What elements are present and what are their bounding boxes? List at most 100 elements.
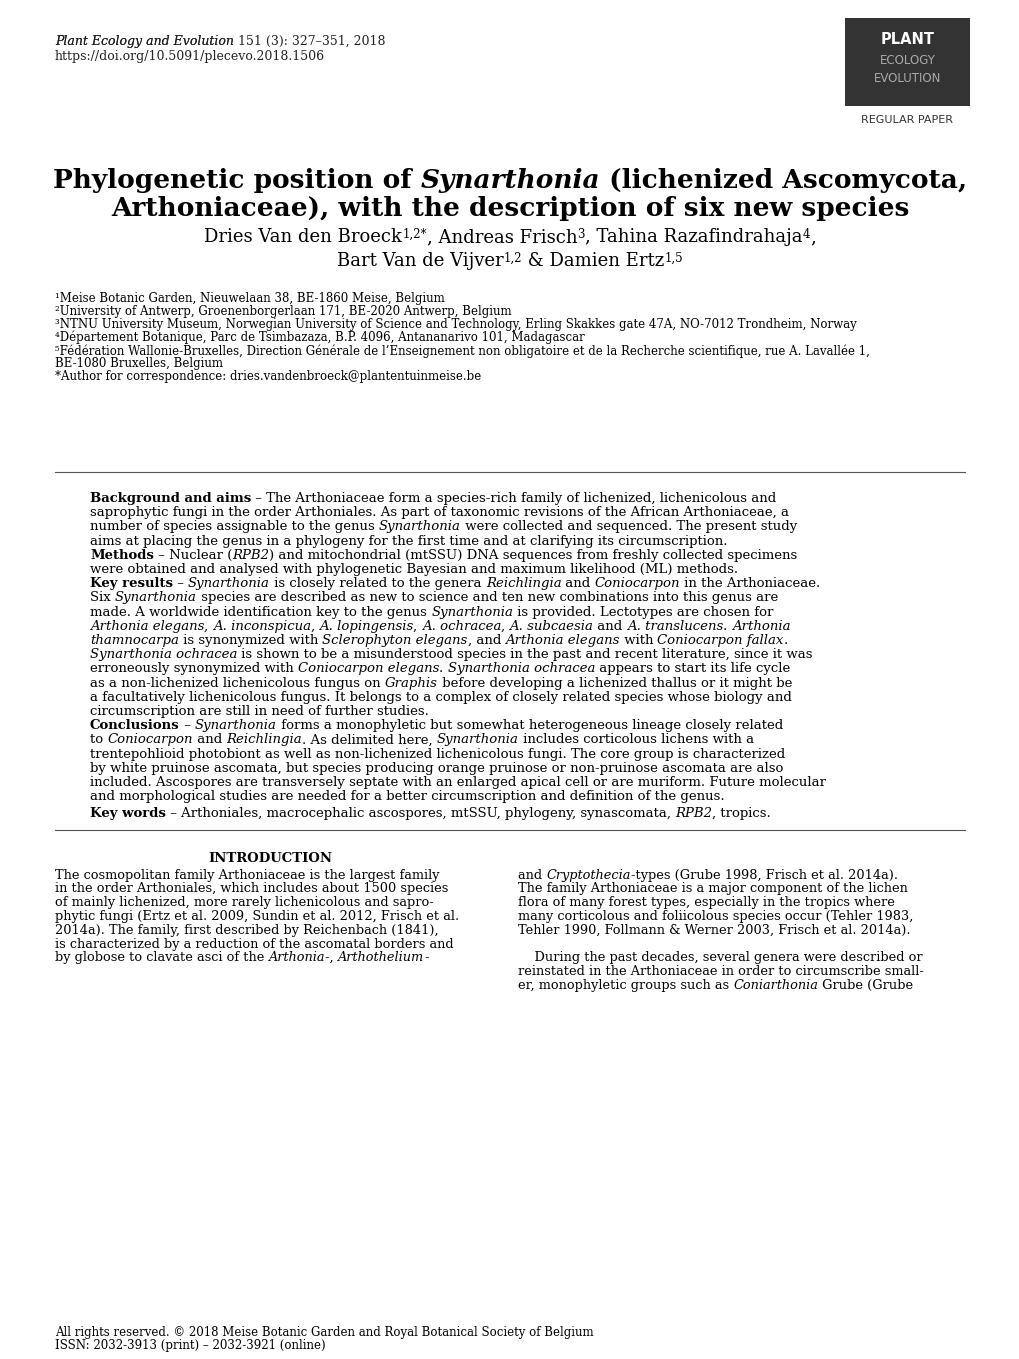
- Text: Arthonia: Arthonia: [268, 951, 325, 965]
- Text: erroneously synonymized with: erroneously synonymized with: [90, 662, 298, 675]
- Text: Reichlingia: Reichlingia: [226, 734, 302, 746]
- Text: Reichlingia: Reichlingia: [485, 578, 560, 590]
- Text: Key results: Key results: [90, 578, 173, 590]
- Text: 151 (3): 327–351, 2018: 151 (3): 327–351, 2018: [233, 35, 385, 48]
- Text: Synarthonia: Synarthonia: [379, 520, 461, 533]
- Text: species are described as new to science and ten new combinations into this genus: species are described as new to science …: [197, 591, 777, 605]
- Text: Arthonia elegans: Arthonia elegans: [504, 635, 620, 647]
- Text: A. inconspicua: A. inconspicua: [213, 620, 311, 633]
- Text: https://doi.org/10.5091/plecevo.2018.1506: https://doi.org/10.5091/plecevo.2018.150…: [55, 50, 325, 63]
- Text: with: with: [620, 635, 657, 647]
- Text: -,: -,: [325, 951, 337, 965]
- Text: RPB2: RPB2: [232, 549, 269, 561]
- Text: Methods: Methods: [90, 549, 154, 561]
- Text: er, monophyletic groups such as: er, monophyletic groups such as: [518, 978, 733, 992]
- Text: Arthoniaceae), with the description of six new species: Arthoniaceae), with the description of s…: [111, 196, 908, 222]
- Text: PLANT: PLANT: [879, 33, 933, 48]
- Text: Arthonia: Arthonia: [731, 620, 790, 633]
- Text: many corticolous and foliicolous species occur (Tehler 1983,: many corticolous and foliicolous species…: [518, 911, 912, 923]
- Text: Synarthonia: Synarthonia: [195, 719, 276, 733]
- Text: saprophytic fungi in the order Arthoniales. As part of taxonomic revisions of th: saprophytic fungi in the order Arthonial…: [90, 506, 789, 519]
- Text: Graphis: Graphis: [384, 677, 437, 689]
- Text: a facultatively lichenicolous fungus. It belongs to a complex of closely related: a facultatively lichenicolous fungus. It…: [90, 690, 791, 704]
- Text: and: and: [593, 620, 627, 633]
- Text: by globose to clavate asci of the: by globose to clavate asci of the: [55, 951, 268, 965]
- Text: as a non-lichenized lichenicolous fungus on: as a non-lichenized lichenicolous fungus…: [90, 677, 384, 689]
- Text: circumscription are still in need of further studies.: circumscription are still in need of fur…: [90, 705, 428, 718]
- Text: ⁴Département Botanique, Parc de Tsimbazaza, B.P. 4096, Antananarivo 101, Madagas: ⁴Département Botanique, Parc de Tsimbaza…: [55, 332, 584, 344]
- Text: Background and aims: Background and aims: [90, 492, 251, 506]
- Text: to: to: [90, 734, 107, 746]
- Text: Synarthonia: Synarthonia: [420, 169, 599, 193]
- Text: Conclusions: Conclusions: [90, 719, 179, 733]
- Text: aims at placing the genus in a phylogeny for the first time and at clarifying it: aims at placing the genus in a phylogeny…: [90, 534, 727, 548]
- Text: .: .: [784, 635, 788, 647]
- Text: 2014a). The family, first described by Reichenbach (1841),: 2014a). The family, first described by R…: [55, 924, 438, 936]
- Text: flora of many forest types, especially in the tropics where: flora of many forest types, especially i…: [518, 896, 894, 909]
- Text: , Andreas Frisch: , Andreas Frisch: [426, 228, 577, 246]
- Text: , and: , and: [468, 635, 504, 647]
- Text: were obtained and analysed with phylogenetic Bayesian and maximum likelihood (ML: were obtained and analysed with phylogen…: [90, 563, 738, 576]
- Text: A. subcaesia: A. subcaesia: [510, 620, 593, 633]
- Text: EVOLUTION: EVOLUTION: [873, 72, 941, 84]
- Text: ECOLOGY: ECOLOGY: [878, 53, 934, 67]
- Text: –: –: [179, 719, 195, 733]
- Text: 1,5: 1,5: [663, 251, 683, 265]
- Text: trentepohlioid photobiont as well as non-lichenized lichenicolous fungi. The cor: trentepohlioid photobiont as well as non…: [90, 747, 785, 761]
- Text: ¹Meise Botanic Garden, Nieuwelaan 38, BE-1860 Meise, Belgium: ¹Meise Botanic Garden, Nieuwelaan 38, BE…: [55, 292, 444, 304]
- Text: ISSN: 2032-3913 (print) – 2032-3921 (online): ISSN: 2032-3913 (print) – 2032-3921 (onl…: [55, 1339, 325, 1352]
- Text: Synarthonia: Synarthonia: [115, 591, 197, 605]
- Text: Dries Van den Broeck: Dries Van den Broeck: [204, 228, 401, 246]
- Text: BE-1080 Bruxelles, Belgium: BE-1080 Bruxelles, Belgium: [55, 357, 223, 370]
- Text: Coniocarpon: Coniocarpon: [594, 578, 680, 590]
- Text: ,: ,: [311, 620, 319, 633]
- Text: ,: ,: [413, 620, 421, 633]
- Text: , Tahina Razafindrahaja: , Tahina Razafindrahaja: [584, 228, 802, 246]
- FancyBboxPatch shape: [844, 18, 969, 106]
- Text: Phylogenetic position of: Phylogenetic position of: [53, 169, 420, 193]
- Text: Cryptothecia: Cryptothecia: [546, 868, 630, 882]
- Text: ) and mitochondrial (mtSSU) DNA sequences from freshly collected specimens: ) and mitochondrial (mtSSU) DNA sequence…: [269, 549, 797, 561]
- Text: before developing a lichenized thallus or it might be: before developing a lichenized thallus o…: [437, 677, 792, 689]
- Text: Coniocarpon fallax: Coniocarpon fallax: [657, 635, 784, 647]
- Text: – Arthoniales, macrocephalic ascospores, mtSSU, phylogeny, synascomata,: – Arthoniales, macrocephalic ascospores,…: [166, 807, 675, 821]
- Text: . As delimited here,: . As delimited here,: [302, 734, 436, 746]
- Text: Coniocarpon elegans: Coniocarpon elegans: [298, 662, 439, 675]
- Text: ³NTNU University Museum, Norwegian University of Science and Technology, Erling : ³NTNU University Museum, Norwegian Unive…: [55, 318, 856, 332]
- Text: Plant Ecology and Evolution: Plant Ecology and Evolution: [55, 35, 233, 48]
- Text: –: –: [173, 578, 187, 590]
- Text: of mainly lichenized, more rarely lichenicolous and sapro-: of mainly lichenized, more rarely lichen…: [55, 896, 433, 909]
- Text: is synonymized with: is synonymized with: [178, 635, 322, 647]
- Text: Grube (Grube: Grube (Grube: [817, 978, 912, 992]
- Text: -types (Grube 1998, Frisch et al. 2014a).: -types (Grube 1998, Frisch et al. 2014a)…: [630, 868, 897, 882]
- Text: A. translucens: A. translucens: [627, 620, 722, 633]
- Text: *Author for correspondence: dries.vandenbroeck@plantentuinmeise.be: *Author for correspondence: dries.vanden…: [55, 370, 481, 383]
- Text: appears to start its life cycle: appears to start its life cycle: [595, 662, 790, 675]
- Text: and: and: [193, 734, 226, 746]
- Text: -: -: [424, 951, 428, 965]
- Text: 1,2: 1,2: [503, 251, 522, 265]
- Text: Arthothelium: Arthothelium: [337, 951, 424, 965]
- Text: ,: ,: [204, 620, 213, 633]
- Text: Coniocarpon: Coniocarpon: [107, 734, 193, 746]
- Text: .: .: [439, 662, 447, 675]
- Text: is closely related to the genera: is closely related to the genera: [270, 578, 485, 590]
- Text: ,: ,: [500, 620, 510, 633]
- Text: Synarthonia: Synarthonia: [187, 578, 270, 590]
- Text: ,: ,: [809, 228, 815, 246]
- Text: REGULAR PAPER: REGULAR PAPER: [861, 116, 953, 125]
- Text: 3: 3: [577, 228, 584, 241]
- Text: A. lopingensis: A. lopingensis: [319, 620, 413, 633]
- Text: – The Arthoniaceae form a species-rich family of lichenized, lichenicolous and: – The Arthoniaceae form a species-rich f…: [251, 492, 775, 506]
- Text: & Damien Ertz: & Damien Ertz: [522, 251, 663, 270]
- Text: ⁵Fédération Wallonie-Bruxelles, Direction Générale de l’Enseignement non obligat: ⁵Fédération Wallonie-Bruxelles, Directio…: [55, 344, 869, 357]
- Text: Coniarthonia: Coniarthonia: [733, 978, 817, 992]
- Text: 1,2*: 1,2*: [401, 228, 426, 241]
- Text: Sclerophyton elegans: Sclerophyton elegans: [322, 635, 468, 647]
- Text: includes corticolous lichens with a: includes corticolous lichens with a: [519, 734, 753, 746]
- Text: Bart Van de Vijver: Bart Van de Vijver: [336, 251, 503, 270]
- Text: is shown to be a misunderstood species in the past and recent literature, since : is shown to be a misunderstood species i…: [237, 648, 812, 662]
- Text: A. ochracea: A. ochracea: [421, 620, 500, 633]
- Text: in the Arthoniaceae.: in the Arthoniaceae.: [680, 578, 820, 590]
- Text: in the order Arthoniales, which includes about 1500 species: in the order Arthoniales, which includes…: [55, 882, 448, 896]
